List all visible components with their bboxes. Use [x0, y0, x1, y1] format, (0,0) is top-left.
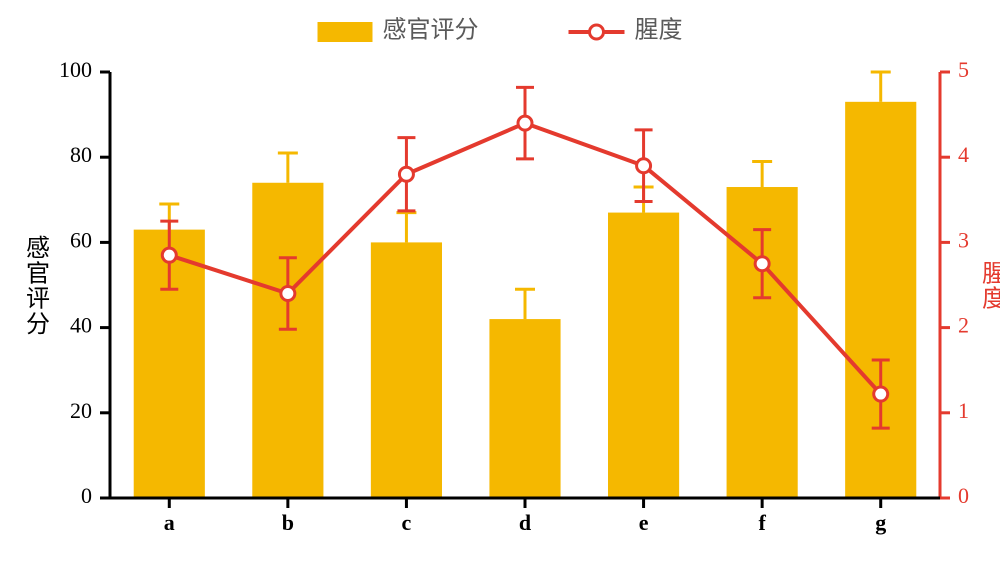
y-left-tick-label: 60	[70, 227, 92, 252]
legend-line-marker	[590, 25, 604, 39]
bar	[489, 319, 560, 498]
y-right-tick-label: 5	[958, 57, 969, 82]
line-marker	[874, 387, 888, 401]
bar	[608, 213, 679, 498]
line-marker	[637, 159, 651, 173]
x-tick-label: e	[639, 510, 649, 535]
y-right-tick-label: 4	[958, 142, 969, 167]
chart-container: 020406080100012345abcdefg感官评分腥度感官评分腥度	[0, 0, 1000, 564]
y-right-tick-label: 1	[958, 398, 969, 423]
y-right-tick-label: 2	[958, 313, 969, 338]
combo-chart: 020406080100012345abcdefg感官评分腥度感官评分腥度	[0, 0, 1000, 564]
bar	[371, 242, 442, 498]
legend-bar-swatch	[318, 22, 373, 42]
bar	[252, 183, 323, 498]
legend-line-text: 腥度	[635, 17, 683, 44]
y-right-title-char: 度	[982, 286, 1000, 313]
y-left-tick-label: 40	[70, 313, 92, 338]
line-marker	[162, 248, 176, 262]
line-marker	[281, 287, 295, 301]
x-tick-label: d	[519, 510, 531, 535]
y-left-title-char: 官	[26, 260, 50, 287]
x-tick-label: a	[164, 510, 175, 535]
x-tick-label: b	[282, 510, 294, 535]
y-right-tick-label: 0	[958, 483, 969, 508]
y-left-tick-label: 20	[70, 398, 92, 423]
x-tick-label: c	[402, 510, 412, 535]
y-left-tick-label: 0	[81, 483, 92, 508]
x-tick-label: f	[758, 510, 766, 535]
legend-bar-text: 感官评分	[383, 17, 479, 44]
y-left-title-char: 评	[26, 287, 50, 313]
bar	[845, 102, 916, 498]
line-marker	[399, 167, 413, 181]
y-right-tick-label: 3	[958, 227, 969, 252]
y-left-tick-label: 100	[59, 57, 92, 82]
y-left-title-char: 感	[26, 235, 50, 262]
y-left-tick-label: 80	[70, 142, 92, 167]
line-marker	[518, 116, 532, 130]
y-left-title-char: 分	[26, 311, 50, 338]
line-marker	[755, 257, 769, 271]
y-right-title-char: 腥	[982, 261, 1000, 287]
x-tick-label: g	[875, 510, 886, 535]
